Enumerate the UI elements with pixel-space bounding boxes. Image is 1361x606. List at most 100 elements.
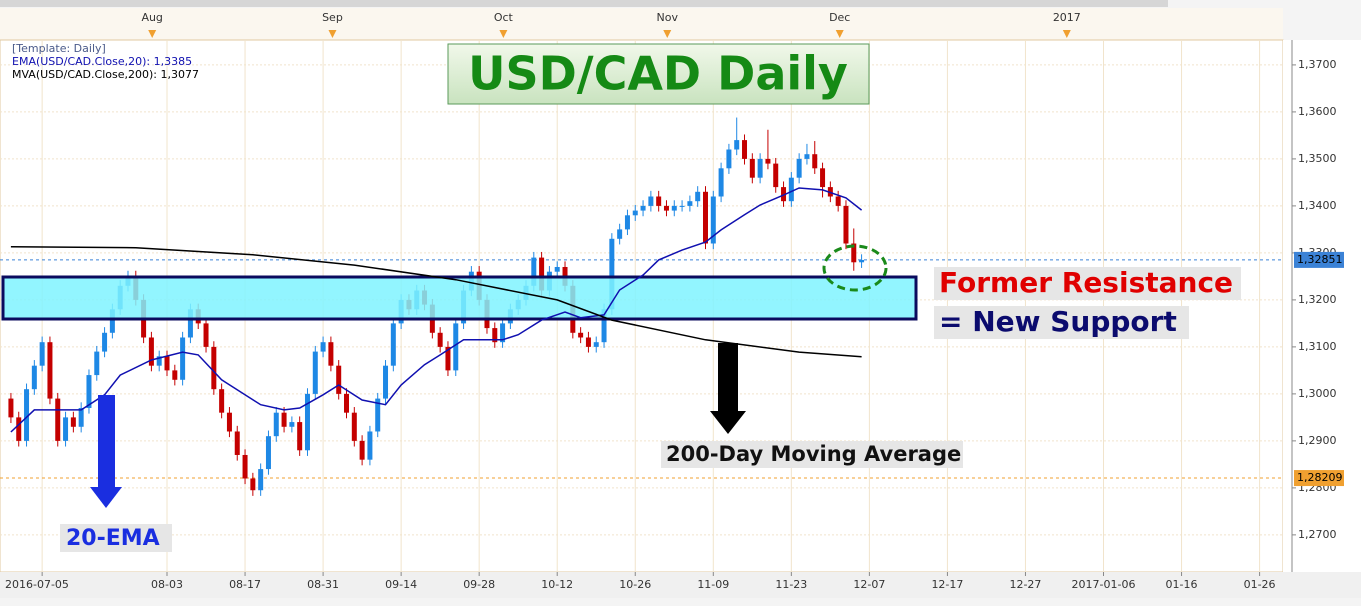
candle-body (640, 205, 646, 211)
annotation: 20-EMA (66, 526, 160, 551)
candle-body (94, 351, 100, 376)
candle-body (539, 257, 545, 291)
candle-body (765, 158, 771, 164)
candle-body (788, 177, 794, 202)
top-tick (148, 30, 157, 38)
candle-body (531, 257, 537, 286)
x-tick-label: 11-09 (697, 578, 729, 591)
candle-body (31, 365, 37, 390)
x-tick-label: 01-26 (1244, 578, 1276, 591)
x-tick-label: 09-28 (463, 578, 495, 591)
x-tick-label: 08-03 (151, 578, 183, 591)
top-tick-label: 2017 (1053, 11, 1081, 24)
candle-body (312, 351, 318, 394)
candle-body (289, 422, 295, 427)
axes: 1,27001,28001,29001,30001,31001,32001,33… (5, 11, 1344, 591)
annotation: 200-Day Moving Average (666, 442, 961, 466)
candle-body (687, 201, 693, 206)
top-tick (1062, 30, 1071, 38)
y-tick-label: 1,3000 (1298, 387, 1337, 400)
candle-body (609, 238, 615, 310)
candle-body (632, 210, 638, 216)
candle-body (617, 229, 623, 239)
candle-body (187, 309, 193, 338)
top-tick (835, 30, 844, 38)
candle-body (578, 332, 584, 338)
candle-body (585, 337, 591, 347)
label-box (934, 306, 1189, 339)
candle-body (109, 309, 115, 333)
label-box (661, 441, 963, 468)
candle-body (734, 140, 740, 150)
candle-body (554, 266, 560, 272)
candle-body (297, 422, 303, 451)
y-tick-label: 1,3500 (1298, 152, 1337, 165)
top-tick (328, 30, 337, 38)
candle-body (47, 342, 53, 399)
candle-body (453, 323, 459, 371)
candle-body (648, 196, 654, 206)
arrow-head (710, 411, 746, 434)
candle-body (796, 158, 802, 178)
candle-body (624, 215, 630, 230)
lines (10, 187, 863, 433)
y-tick-label: 1,3100 (1298, 340, 1337, 353)
candle-body (367, 431, 373, 460)
x-tick-label: 2017-01-06 (1072, 578, 1136, 591)
candle-body (203, 323, 209, 347)
candle-body (749, 158, 755, 178)
x-tick-label: 11-23 (775, 578, 807, 591)
legend-entry: EMA(USD/CAD.Close,20): 1,3385 (12, 55, 192, 68)
price-marker (1294, 251, 1344, 268)
x-tick-label: 10-12 (541, 578, 573, 591)
candle-body (663, 205, 669, 211)
x-tick-label: 12-17 (931, 578, 963, 591)
x-tick-label: 01-16 (1166, 578, 1198, 591)
candle-body (156, 356, 162, 366)
candle-body (718, 168, 724, 197)
x-tick-label: 12-27 (1009, 578, 1041, 591)
annotation: = New Support (939, 305, 1177, 338)
candle-body (8, 398, 14, 418)
candle-body (390, 323, 396, 366)
y-tick-label: 1,3400 (1298, 199, 1337, 212)
candle-body (86, 375, 92, 408)
price-marker-label: 1,32851 (1297, 253, 1343, 266)
arrow-head (90, 487, 122, 508)
y-tick-label: 1,2900 (1298, 434, 1337, 447)
y-tick-label: 1,3700 (1298, 58, 1337, 71)
candle-body (835, 196, 841, 206)
top-strip (0, 0, 1168, 7)
candle-body (258, 469, 264, 491)
candle-body (593, 342, 599, 347)
x-tick-label: 09-14 (385, 578, 417, 591)
arrow-shaft (98, 395, 115, 487)
top-tick-label: Oct (494, 11, 514, 24)
candle-body (859, 259, 865, 263)
candle-body (102, 332, 108, 352)
top-tick-label: Aug (141, 11, 162, 24)
candle-body (242, 454, 248, 479)
y-tick-label: 1,3600 (1298, 105, 1337, 118)
annotation: Former Resistance (939, 266, 1233, 299)
legend-entry: MVA(USD/CAD.Close,200): 1,3077 (12, 68, 199, 81)
candle-body (16, 417, 22, 441)
arrow-shaft (718, 343, 738, 411)
candle-body (148, 337, 154, 366)
candle-body (320, 342, 326, 352)
candle-body (757, 158, 763, 178)
candle-body (211, 346, 217, 390)
candle-body (39, 342, 45, 366)
candle-body (375, 398, 381, 432)
candle-body (336, 365, 342, 394)
candle-body (304, 393, 310, 451)
candle-body (492, 328, 498, 343)
x-tick-label: 12-07 (853, 578, 885, 591)
y-tick-label: 1,2700 (1298, 528, 1337, 541)
top-axis (0, 8, 1283, 40)
candle-body (702, 191, 708, 244)
candle-body (226, 412, 232, 432)
candle-body (265, 436, 271, 470)
x-tick-label: 2016-07-05 (5, 578, 69, 591)
